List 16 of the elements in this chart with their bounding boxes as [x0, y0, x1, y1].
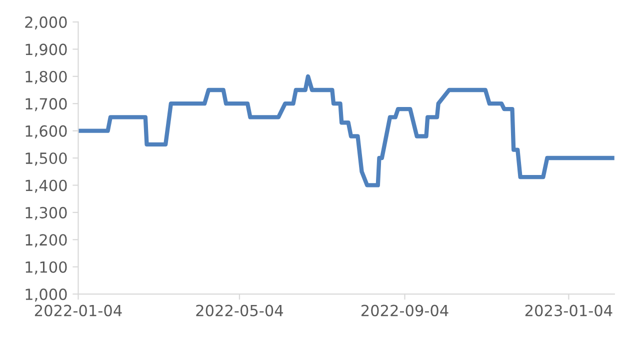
line-series — [78, 74, 614, 188]
y-tick-label: 1,200 — [26, 234, 67, 248]
y-tick-label: 2,000 — [25, 16, 67, 30]
y-tick-label: 1,900 — [26, 44, 67, 57]
x-tick-label: 2022-09-04 — [361, 304, 448, 316]
y-tick-label: 1,600 — [26, 125, 67, 138]
x-tick-label: 2022-01-04 — [34, 304, 122, 316]
y-tick-label: 1,700 — [26, 98, 67, 112]
x-tick-label: 2023-01-04 — [525, 304, 612, 316]
y-tick-label: 1,300 — [26, 206, 67, 220]
y-tick-label: 1,000 — [26, 288, 67, 302]
y-tick-label: 1,500 — [26, 152, 67, 166]
x-tick-label: 2022-05-04 — [196, 304, 284, 316]
y-tick-label: 1,100 — [26, 261, 67, 274]
y-tick-label: 1,800 — [26, 70, 67, 84]
y-tick-label: 1,400 — [26, 180, 67, 193]
